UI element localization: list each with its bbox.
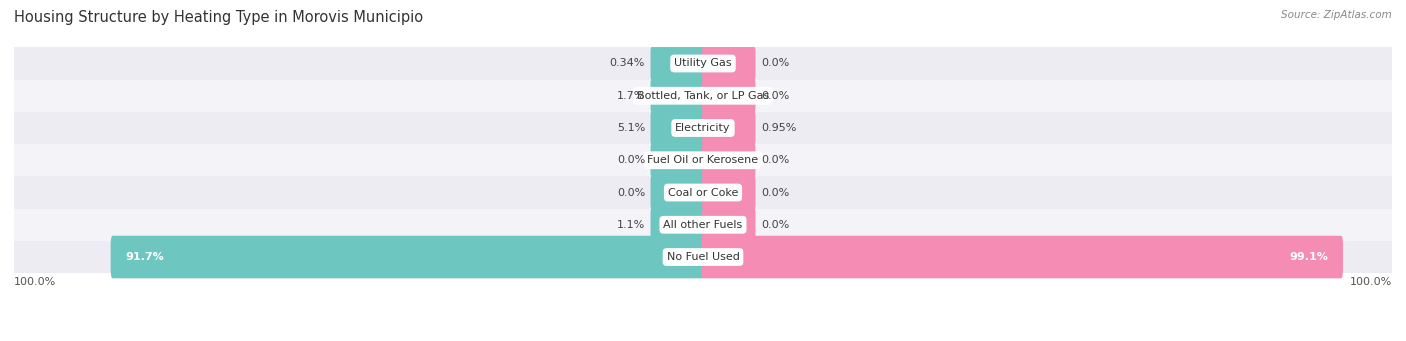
Text: Electricity: Electricity: [675, 123, 731, 133]
FancyBboxPatch shape: [651, 144, 704, 177]
FancyBboxPatch shape: [651, 176, 704, 209]
Bar: [14, 176, 1392, 209]
Text: 1.7%: 1.7%: [617, 91, 645, 101]
FancyBboxPatch shape: [651, 47, 704, 80]
FancyBboxPatch shape: [702, 208, 755, 241]
FancyBboxPatch shape: [702, 112, 755, 145]
FancyBboxPatch shape: [111, 236, 704, 278]
Text: No Fuel Used: No Fuel Used: [666, 252, 740, 262]
FancyBboxPatch shape: [702, 176, 755, 209]
FancyBboxPatch shape: [702, 236, 1343, 278]
Text: 0.95%: 0.95%: [761, 123, 796, 133]
Bar: [14, 47, 1392, 80]
FancyBboxPatch shape: [651, 112, 704, 145]
Text: 0.0%: 0.0%: [617, 188, 645, 197]
Text: 0.0%: 0.0%: [761, 91, 789, 101]
Text: 91.7%: 91.7%: [125, 252, 165, 262]
Text: 0.0%: 0.0%: [761, 59, 789, 69]
Text: Fuel Oil or Kerosene: Fuel Oil or Kerosene: [647, 155, 759, 165]
Text: 100.0%: 100.0%: [1350, 277, 1392, 287]
FancyBboxPatch shape: [651, 208, 704, 241]
Text: Utility Gas: Utility Gas: [675, 59, 731, 69]
Text: 5.1%: 5.1%: [617, 123, 645, 133]
Text: Source: ZipAtlas.com: Source: ZipAtlas.com: [1281, 10, 1392, 20]
Text: 100.0%: 100.0%: [14, 277, 56, 287]
Bar: [14, 144, 1392, 176]
FancyBboxPatch shape: [702, 144, 755, 177]
Text: Bottled, Tank, or LP Gas: Bottled, Tank, or LP Gas: [637, 91, 769, 101]
Text: 99.1%: 99.1%: [1289, 252, 1329, 262]
Text: 0.0%: 0.0%: [617, 155, 645, 165]
Bar: [14, 112, 1392, 144]
Text: 0.0%: 0.0%: [761, 155, 789, 165]
FancyBboxPatch shape: [702, 47, 755, 80]
Bar: [14, 80, 1392, 112]
Text: 0.0%: 0.0%: [761, 220, 789, 230]
FancyBboxPatch shape: [702, 79, 755, 112]
Bar: [14, 241, 1392, 273]
Text: 0.34%: 0.34%: [610, 59, 645, 69]
Text: Coal or Coke: Coal or Coke: [668, 188, 738, 197]
Text: 0.0%: 0.0%: [761, 188, 789, 197]
FancyBboxPatch shape: [651, 79, 704, 112]
Text: Housing Structure by Heating Type in Morovis Municipio: Housing Structure by Heating Type in Mor…: [14, 10, 423, 25]
Text: All other Fuels: All other Fuels: [664, 220, 742, 230]
Bar: [14, 209, 1392, 241]
Text: 1.1%: 1.1%: [617, 220, 645, 230]
